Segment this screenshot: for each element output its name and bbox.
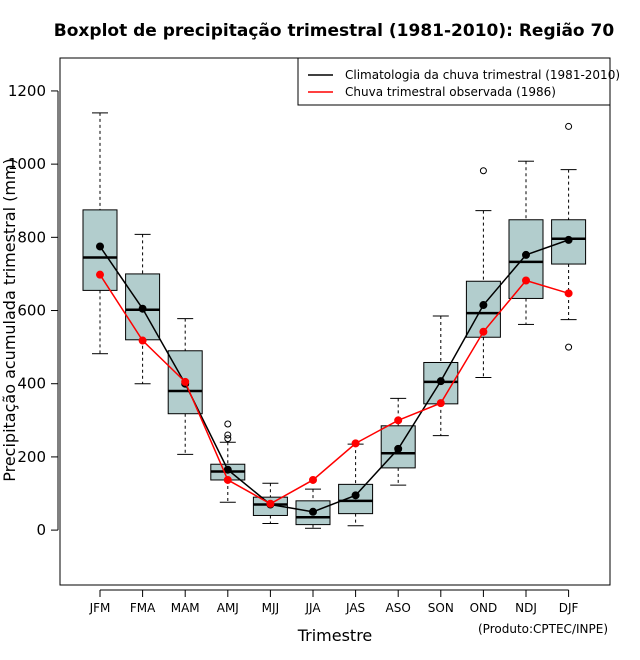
y-axis-title: Precipitação acumulada trimestral (mm) — [0, 158, 19, 482]
series-point — [309, 475, 317, 484]
series-line — [99, 239, 569, 513]
series-point — [394, 416, 403, 425]
credit-text: (Produto:CPTEC/INPE) — [478, 622, 608, 636]
y-tick-label: 1200 — [8, 82, 46, 100]
x-tick-label: FMA — [130, 601, 156, 615]
box-ond — [465, 167, 501, 378]
x-tick-label: AMJ — [217, 601, 239, 615]
series-point — [351, 491, 360, 500]
y-tick-label: 800 — [17, 228, 46, 246]
x-tick-label: DJF — [559, 601, 579, 615]
series-point — [181, 377, 190, 386]
x-tick-label: MJJ — [262, 601, 279, 615]
series-point — [96, 242, 104, 251]
series-point — [522, 250, 530, 259]
x-tick-label: MAM — [171, 601, 200, 615]
series-point — [266, 499, 275, 508]
outlier-point — [565, 343, 573, 351]
box-djf — [551, 122, 587, 351]
series-line — [99, 274, 569, 505]
x-tick-label: JJA — [304, 601, 321, 615]
x-axis: JFM FMA MAM AMJ MJJ JJA JAS ASO SON OND NDJ DJF — [89, 589, 579, 615]
box-ndj — [508, 160, 544, 325]
box-amj — [210, 420, 246, 503]
box-iqr — [508, 219, 544, 299]
box-jas — [338, 443, 374, 527]
boxes-group — [82, 112, 587, 529]
y-tick-label: 400 — [17, 375, 46, 393]
series-point — [96, 270, 104, 279]
series-point — [223, 475, 232, 484]
box-aso — [380, 397, 416, 486]
box-son — [423, 315, 459, 437]
series-point — [223, 465, 232, 474]
x-tick-label: NDJ — [515, 601, 537, 615]
series-point — [522, 276, 530, 285]
series-point — [138, 304, 147, 313]
series-point — [394, 444, 403, 453]
x-tick-label: JFM — [89, 601, 111, 615]
legend-observed-label: Chuva trimestral observada (1986) — [345, 85, 556, 99]
x-tick-label: ASO — [386, 601, 411, 615]
x-tick-label: OND — [470, 601, 498, 615]
x-axis-title: Trimestre — [297, 626, 373, 645]
series-point — [309, 507, 317, 516]
series-point — [351, 439, 360, 448]
series-point — [479, 301, 488, 310]
legend: Climatologia da chuva trimestral (1981-2… — [297, 57, 620, 106]
series-point — [138, 336, 147, 345]
outlier-point — [565, 122, 573, 130]
y-tick-label: 1000 — [8, 155, 46, 173]
series-lines-group — [96, 235, 573, 516]
y-tick-label: 600 — [17, 302, 46, 320]
outlier-point — [224, 431, 232, 439]
series-point — [564, 235, 573, 244]
y-axis: 0 200 400 600 800 1000 1200 — [8, 82, 59, 539]
series-point — [436, 399, 445, 408]
box-jfm — [82, 112, 118, 355]
chart-title: Boxplot de precipitação trimestral (1981… — [54, 21, 615, 41]
y-tick-label: 200 — [17, 448, 46, 466]
observed-series — [96, 270, 573, 508]
x-tick-label: JAS — [345, 601, 365, 615]
series-point — [479, 327, 488, 336]
outlier-point — [479, 167, 487, 175]
legend-box — [297, 57, 611, 106]
series-point — [436, 377, 445, 386]
outlier-point — [224, 435, 232, 443]
outlier-point — [224, 420, 232, 428]
legend-climatology-label: Climatologia da chuva trimestral (1981-2… — [345, 68, 620, 82]
series-point — [564, 289, 573, 298]
x-tick-label: SON — [428, 601, 454, 615]
y-tick-label: 0 — [36, 521, 46, 539]
